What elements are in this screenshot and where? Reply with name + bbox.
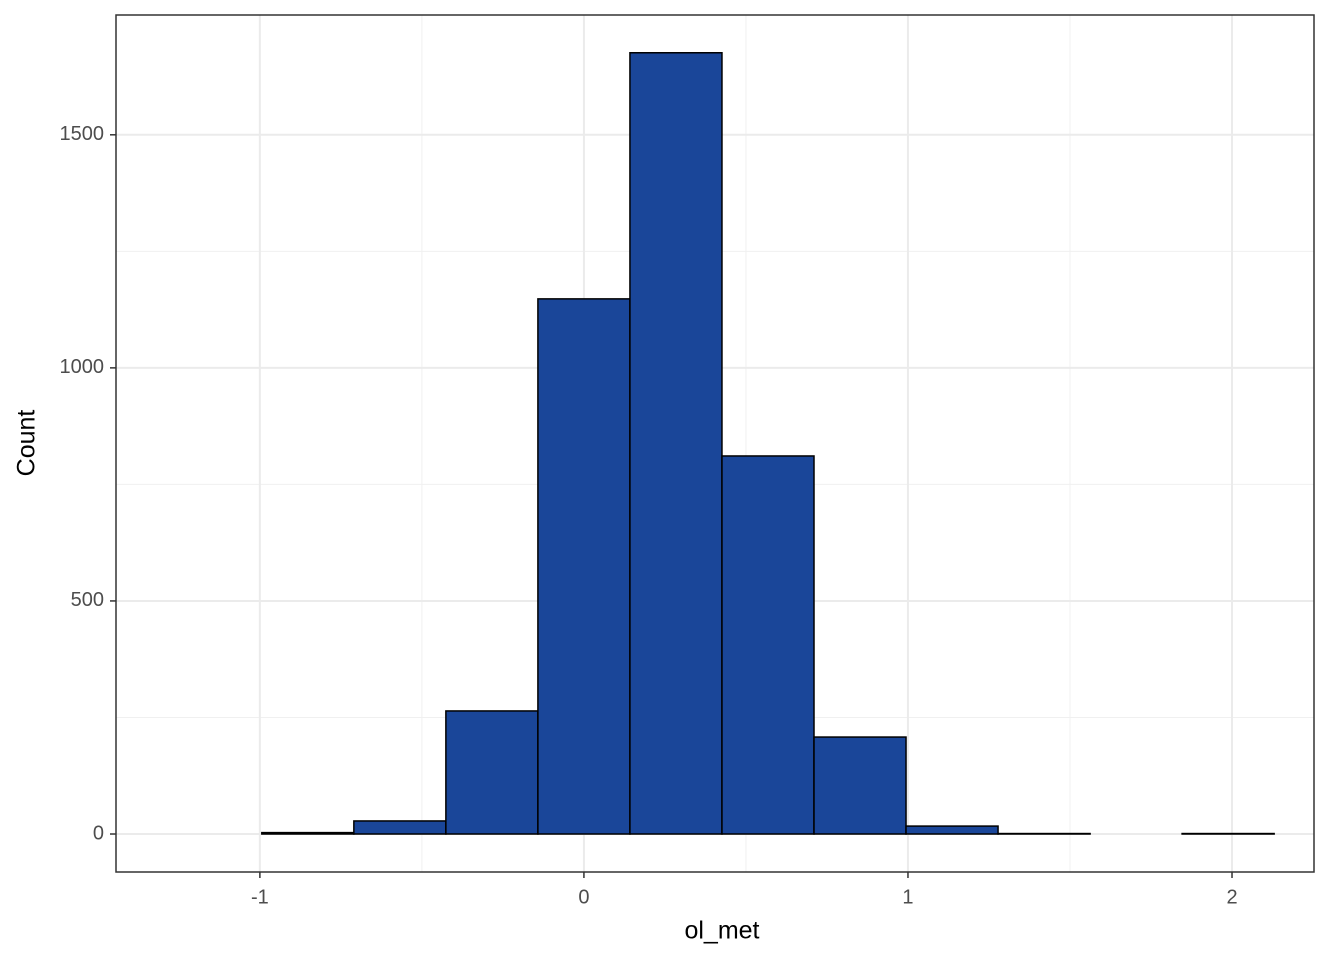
bar bbox=[629, 52, 723, 835]
y-tick-label: 1000 bbox=[60, 356, 105, 378]
x-tick-label: 2 bbox=[1226, 886, 1237, 908]
bar bbox=[353, 820, 447, 835]
bar bbox=[537, 298, 631, 835]
bar bbox=[813, 736, 907, 835]
bar bbox=[721, 455, 815, 835]
bar bbox=[445, 710, 539, 835]
y-tick-label: 500 bbox=[71, 589, 104, 611]
bar bbox=[261, 831, 355, 835]
y-axis-title: Count bbox=[13, 410, 41, 477]
x-tick-label: 1 bbox=[902, 886, 913, 908]
x-tick-label: 0 bbox=[578, 886, 589, 908]
y-tick-label: 0 bbox=[93, 822, 104, 844]
y-tick-label: 1500 bbox=[60, 123, 105, 145]
x-tick-label: -1 bbox=[251, 886, 269, 908]
x-axis-title: ol_met bbox=[684, 917, 759, 945]
panel-border bbox=[115, 14, 1315, 873]
bar bbox=[905, 825, 999, 835]
